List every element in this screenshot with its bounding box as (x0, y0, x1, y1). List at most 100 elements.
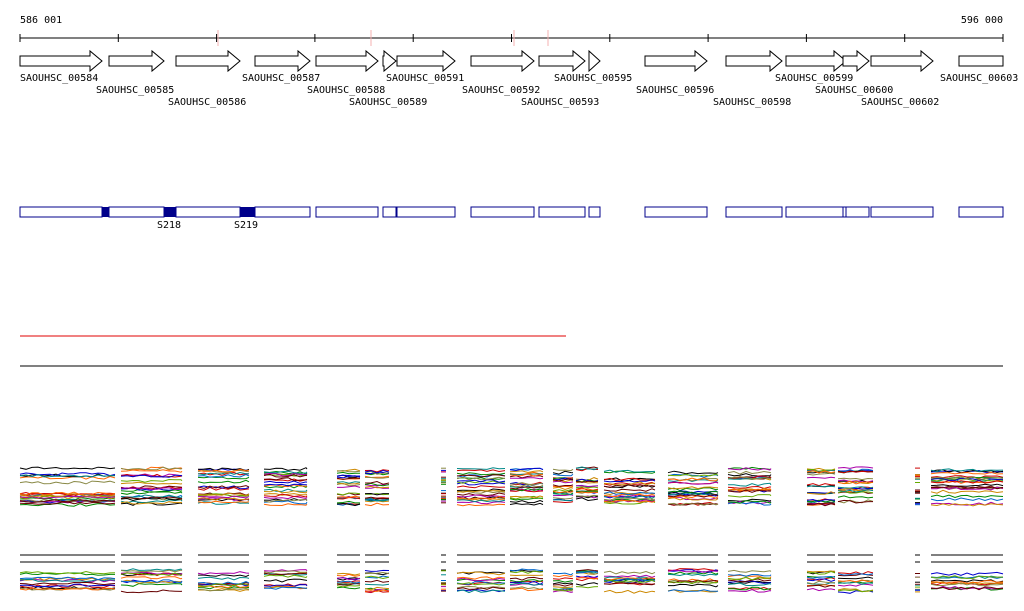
ruler-end: 596 000 (961, 15, 1003, 26)
gene-label: SAOUHSC_00592 (462, 85, 540, 96)
trace (727, 494, 772, 498)
trace (456, 474, 506, 478)
trace (19, 501, 116, 505)
trace (806, 476, 836, 479)
gene-box (254, 206, 311, 218)
gene-label: SAOUHSC_00593 (521, 97, 599, 108)
gene-box (175, 206, 241, 218)
trace (456, 576, 506, 580)
gene-label: SAOUHSC_00588 (307, 85, 385, 96)
trace (930, 476, 1004, 481)
trace (336, 577, 361, 581)
trace (837, 589, 874, 593)
trace (806, 468, 836, 472)
trace (263, 470, 308, 474)
gene-box (842, 206, 870, 218)
trace (552, 484, 574, 487)
trace (837, 573, 874, 576)
trace (364, 571, 390, 575)
trace (806, 580, 836, 585)
trace (263, 586, 307, 590)
trace (456, 580, 505, 585)
trace (19, 578, 116, 583)
trace (19, 495, 116, 499)
trace (120, 501, 183, 506)
trace (806, 491, 836, 495)
trace (930, 479, 1004, 484)
trace (931, 486, 1004, 491)
feature-box (164, 207, 176, 217)
trace (837, 466, 874, 469)
gene-arrow (254, 49, 311, 73)
trace (263, 483, 308, 487)
gene-box (108, 206, 165, 218)
trace (364, 579, 390, 583)
trace (509, 470, 544, 474)
trace (364, 470, 390, 475)
trace (456, 586, 506, 590)
gene-arrow (175, 49, 241, 73)
trace (120, 579, 183, 584)
trace (263, 473, 308, 478)
gene-label: SAOUHSC_00585 (96, 85, 174, 96)
trace (552, 589, 574, 592)
trace (336, 475, 361, 479)
trace (120, 496, 183, 500)
trace (667, 490, 719, 494)
trace (837, 499, 874, 504)
trace (667, 493, 719, 498)
trace (667, 473, 719, 477)
trace (19, 583, 116, 588)
trace (197, 500, 250, 504)
trace (509, 582, 544, 586)
trace (667, 571, 719, 575)
trace (552, 477, 574, 481)
trace (509, 473, 544, 477)
trace (931, 485, 1004, 490)
trace (806, 570, 836, 573)
trace (552, 486, 574, 491)
gene-box (396, 206, 456, 218)
trace (19, 492, 116, 497)
trace (667, 487, 719, 492)
trace (727, 569, 772, 573)
trace (120, 501, 183, 505)
trace (19, 480, 116, 485)
trace (364, 469, 390, 474)
gene-label: SAOUHSC_00595 (554, 73, 632, 84)
trace (19, 473, 116, 478)
gene-label: SAOUHSC_00596 (636, 85, 714, 96)
trace (509, 499, 544, 504)
trace (603, 488, 656, 492)
trace (667, 502, 719, 506)
trace (806, 584, 836, 588)
feature-box (240, 207, 255, 217)
trace (667, 589, 718, 592)
trace (575, 569, 599, 572)
trace (336, 577, 361, 581)
gene-label: SAOUHSC_00602 (861, 97, 939, 108)
gene-box (958, 206, 1004, 218)
trace (552, 468, 574, 472)
trace (263, 572, 308, 575)
trace (667, 477, 719, 482)
trace (364, 499, 390, 502)
trace (263, 489, 308, 494)
trace (456, 479, 506, 483)
trace (727, 500, 772, 504)
trace (603, 589, 656, 594)
trace (120, 491, 183, 495)
trace (263, 467, 308, 471)
trace (456, 499, 506, 503)
trace (197, 471, 250, 476)
trace (19, 576, 116, 581)
trace (198, 574, 250, 578)
trace (120, 474, 183, 478)
trace (364, 575, 390, 580)
trace (603, 582, 656, 586)
trace (336, 469, 361, 473)
trace (456, 485, 506, 489)
trace (837, 480, 874, 485)
feature-box (102, 207, 109, 217)
trace (263, 584, 308, 587)
